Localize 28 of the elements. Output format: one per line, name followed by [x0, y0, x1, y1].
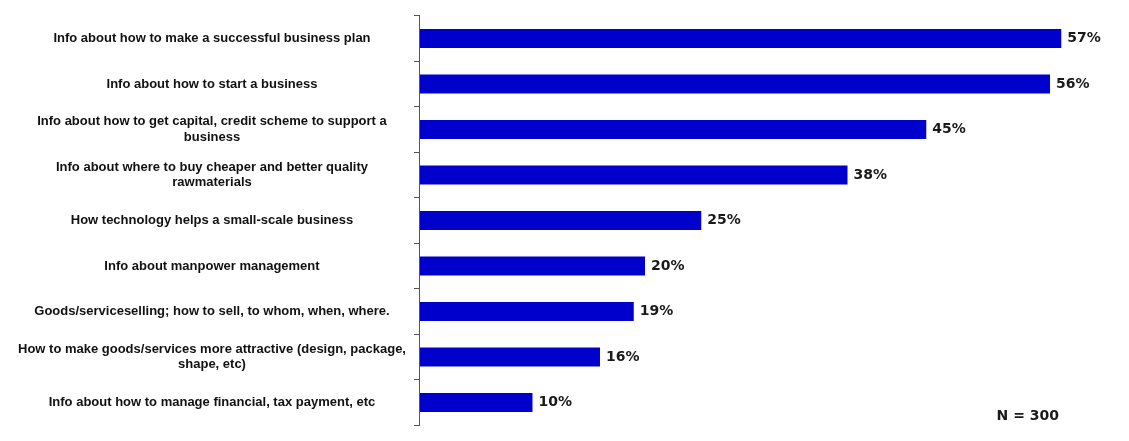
- annotation: N = 300: [996, 406, 1060, 423]
- y-tick-label: How technology helps a small-scale business: [70, 212, 354, 228]
- bar: [419, 119, 927, 140]
- y-tick-label: Info about where to buy cheaper and better quality rawmaterials: [55, 158, 369, 190]
- bar: [419, 256, 645, 276]
- data-label: 16%: [605, 347, 640, 364]
- data-label: 10%: [538, 393, 572, 410]
- data-label: 57%: [1067, 29, 1101, 46]
- bar: [419, 28, 1062, 49]
- bar: [419, 74, 1051, 94]
- bar: [419, 392, 533, 413]
- data-label: 38%: [853, 165, 888, 182]
- y-tick-label: How to make goods/services more attractive (design, package, shape, etc): [18, 340, 406, 372]
- y-tick-label: Info about how to make a successful business plan: [53, 30, 371, 46]
- data-label: 19%: [639, 302, 674, 319]
- y-tick-label: Goods/serviceselling; how to sell, to whom, when, where.: [34, 303, 390, 319]
- data-label: 25%: [707, 211, 741, 228]
- bar: [419, 301, 634, 322]
- bar: [419, 165, 848, 185]
- y-tick-label: Info about how to manage financial, tax payment, etc: [48, 394, 376, 410]
- data-label: 56%: [1056, 74, 1090, 91]
- y-tick-label: Info about how to get capital, credit scheme to support a business: [37, 113, 388, 144]
- data-label: 45%: [932, 120, 966, 137]
- bar: [419, 210, 702, 231]
- bar: [419, 347, 600, 367]
- data-label: 20%: [651, 256, 685, 273]
- y-tick-label: Info about manpower management: [104, 257, 321, 273]
- y-tick-label: Info about how to start a business: [106, 75, 318, 91]
